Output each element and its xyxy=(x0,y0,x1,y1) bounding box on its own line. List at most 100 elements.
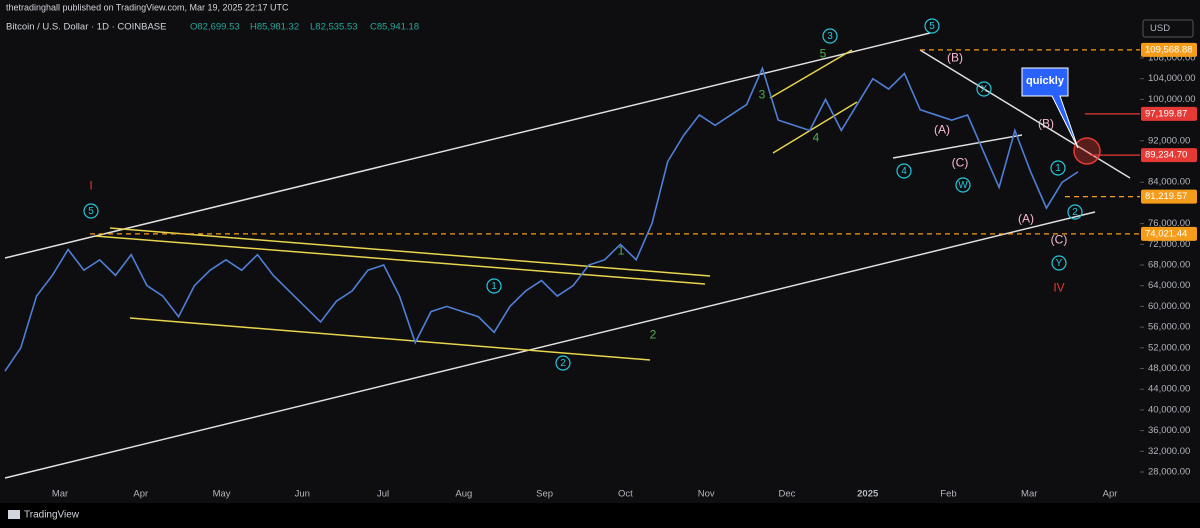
drawings xyxy=(4,32,1131,479)
wave-circle xyxy=(955,177,971,193)
wave-label: 2 xyxy=(560,358,566,369)
wave-circle xyxy=(555,355,571,371)
x-tick-label: Mar xyxy=(1021,489,1037,500)
price-label-box xyxy=(1141,148,1197,163)
wave-label: Y xyxy=(1056,258,1063,269)
y-tick-label: 32,000.00 xyxy=(1148,446,1190,457)
wave-circle xyxy=(83,203,99,219)
x-tick-label: Mar xyxy=(52,489,68,500)
y-tick-label: 68,000.00 xyxy=(1148,260,1190,271)
wave-label: 4 xyxy=(901,166,907,177)
x-tick-label: Apr xyxy=(1103,489,1118,500)
x-tick-label: Feb xyxy=(940,489,956,500)
x-tick-label: Aug xyxy=(455,489,472,500)
wave-label: X xyxy=(981,84,988,95)
price-axis xyxy=(1140,0,1200,503)
wave-circle xyxy=(486,278,502,294)
price-label-box xyxy=(1141,189,1197,204)
price-label: 74,021.44 xyxy=(1145,228,1187,239)
wave-label: (B) xyxy=(947,51,963,65)
logo xyxy=(8,510,20,519)
wave-label: 5 xyxy=(820,47,827,61)
x-tick-label: Jun xyxy=(295,489,310,500)
y-tick-label: 92,000.00 xyxy=(1148,135,1190,146)
ohlc-value: O82,699.53 xyxy=(190,22,240,33)
callout-text: quickly xyxy=(1026,75,1065,87)
wave-label: 3 xyxy=(827,31,833,42)
x-tick-label: Dec xyxy=(778,489,795,500)
channel-lower xyxy=(4,211,1096,479)
price-label-box xyxy=(1141,42,1197,57)
falling-trendline xyxy=(919,49,1131,179)
x-tick-label: Apr xyxy=(133,489,148,500)
y-tick-label: 72,000.00 xyxy=(1148,239,1190,250)
wave-label: (C) xyxy=(1051,233,1068,247)
currency: USD xyxy=(1150,23,1170,34)
plot xyxy=(4,66,1079,372)
callout-box xyxy=(1021,67,1079,149)
x-tick-label: Oct xyxy=(618,489,633,500)
yellow-line xyxy=(94,235,706,285)
y-tick-label: 36,000.00 xyxy=(1148,425,1190,436)
wave-label: W xyxy=(958,180,968,191)
wave-label: (B) xyxy=(1038,117,1054,131)
wave-label: 4 xyxy=(813,131,820,145)
wave-label: 3 xyxy=(759,88,766,102)
wave-circle xyxy=(1051,255,1067,271)
wave-circle xyxy=(896,163,912,179)
y-tick-label: 64,000.00 xyxy=(1148,280,1190,291)
x-tick-label: Jul xyxy=(377,489,389,500)
y-tick-label: 76,000.00 xyxy=(1148,218,1190,229)
wave-circle xyxy=(1067,204,1083,220)
yellow-line xyxy=(109,227,711,277)
x-tick-label: Sep xyxy=(536,489,553,500)
short-trendline xyxy=(892,134,1023,159)
y-tick-label: 44,000.00 xyxy=(1148,384,1190,395)
y-tick-label: 60,000.00 xyxy=(1148,301,1190,312)
price-label: 97,199.87 xyxy=(1145,108,1187,119)
wave-label: 1 xyxy=(1055,163,1061,174)
y-tick-label: 40,000.00 xyxy=(1148,404,1190,415)
price-label: 81,219.57 xyxy=(1145,191,1187,202)
wave-label: 1 xyxy=(618,244,625,258)
target-circle xyxy=(1073,137,1101,165)
wave-circle xyxy=(924,18,940,34)
publisher: thetradinghall published on TradingView.… xyxy=(6,2,289,12)
footer-bar xyxy=(0,503,1200,528)
wave-label: I xyxy=(89,179,92,193)
wave-circle xyxy=(1050,160,1066,176)
price-line xyxy=(4,66,1079,372)
wave-label: 2 xyxy=(1072,207,1078,218)
y-tick-label: 108,000.00 xyxy=(1148,53,1196,64)
wave-label: (A) xyxy=(1018,212,1034,226)
wave-label: IV xyxy=(1053,281,1064,295)
y-tick-label: 84,000.00 xyxy=(1148,177,1190,188)
wave-label: (C) xyxy=(952,156,969,170)
wave-label: (A) xyxy=(934,123,950,137)
wave-circle xyxy=(822,28,838,44)
wave-circle xyxy=(976,81,992,97)
y-tick-label: 104,000.00 xyxy=(1148,73,1196,84)
ohlc-value: H85,981.32 xyxy=(250,22,299,33)
yellow-line xyxy=(129,317,651,361)
wave-label: 1 xyxy=(491,281,497,292)
price-label: 109,568.88 xyxy=(1145,44,1193,55)
symbol: Bitcoin / U.S. Dollar · 1D · COINBASE xyxy=(6,22,166,33)
wave-label: 2 xyxy=(650,328,657,342)
y-tick-label: 100,000.00 xyxy=(1148,94,1196,105)
price-label-box xyxy=(1141,106,1197,121)
y-tick-label: 28,000.00 xyxy=(1148,467,1190,478)
y-tick-label: 52,000.00 xyxy=(1148,342,1190,353)
brand: TradingView xyxy=(24,510,80,521)
currency-box xyxy=(1142,19,1194,38)
channel-upper xyxy=(4,32,931,259)
price-label-box xyxy=(1141,226,1197,241)
x-tick-label: Nov xyxy=(698,489,715,500)
x-tick-label: May xyxy=(213,489,231,500)
yellow-line xyxy=(772,101,858,154)
yellow-line xyxy=(769,49,853,99)
wave-label: 5 xyxy=(929,21,935,32)
wave-label: 5 xyxy=(88,206,94,217)
